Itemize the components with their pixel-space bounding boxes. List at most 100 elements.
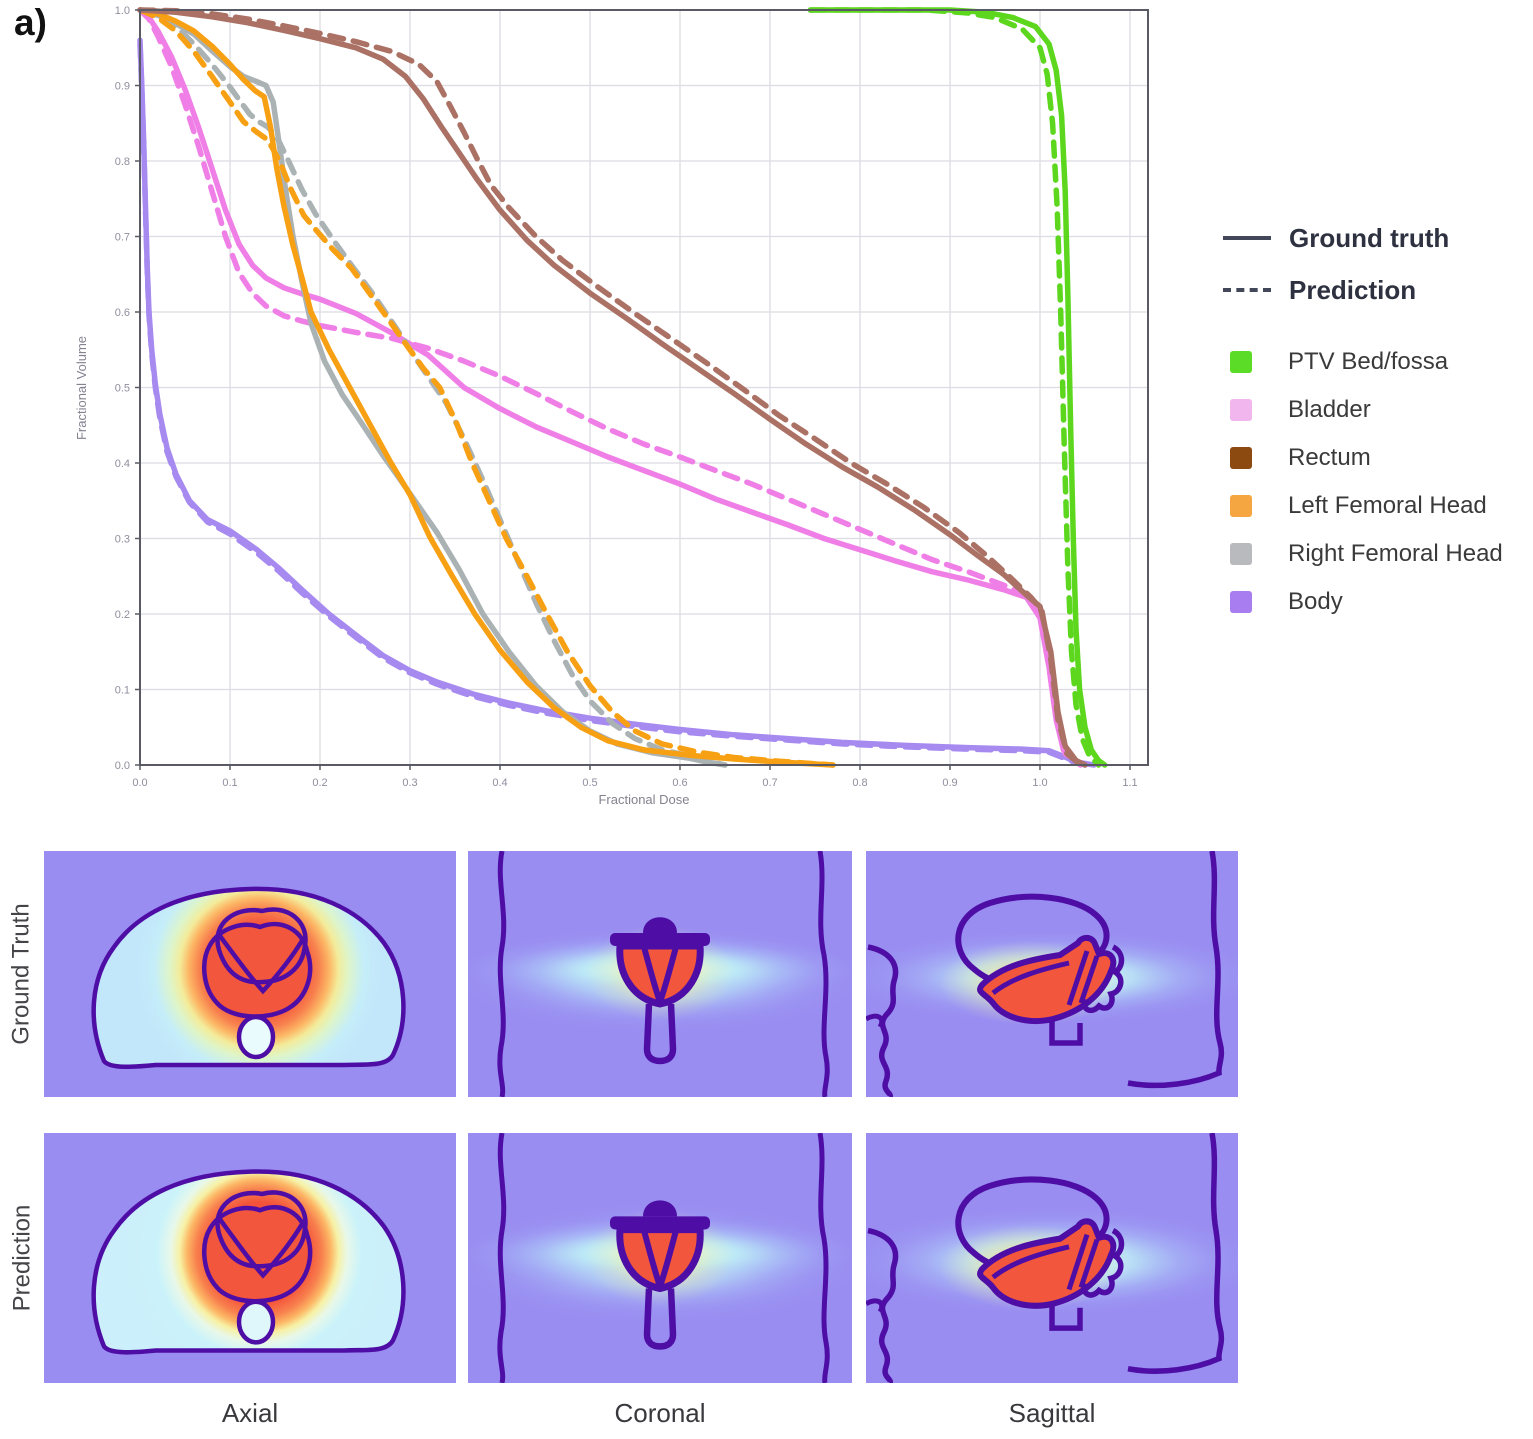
- body-contour-left: [867, 944, 899, 1097]
- urethra-contour: [643, 1003, 677, 1065]
- body-contour-left: [497, 851, 507, 1097]
- legend-item-left-femoral-head: Left Femoral Head: [1205, 482, 1533, 530]
- legend-item-label: Right Femoral Head: [1288, 540, 1503, 567]
- color-swatch-icon: [1230, 447, 1252, 469]
- y-tick-label: 0.2: [115, 609, 130, 621]
- legend-item-rectum: Rectum: [1205, 434, 1533, 482]
- col-label-axial: Axial: [221, 1398, 279, 1428]
- panel-sagittal-prediction: [866, 1133, 1238, 1383]
- color-swatch-icon: [1230, 543, 1252, 565]
- legend-item-label: PTV Bed/fossa: [1288, 348, 1449, 375]
- series-left-femoral-head-dashed: [137, 7, 836, 768]
- overlap-contour: [1066, 1233, 1100, 1291]
- panel-axial-prediction: [44, 1133, 456, 1383]
- row-label-text: Prediction: [8, 1204, 36, 1312]
- color-swatch-icon: [1230, 495, 1252, 517]
- body-contour-left-spur: [866, 1013, 885, 1029]
- x-tick-label: 0.6: [672, 777, 687, 789]
- ptv-contour: [616, 942, 704, 1008]
- x-tick-label: 0.4: [492, 777, 507, 789]
- y-tick-label: 0.9: [115, 81, 130, 93]
- legend-item-label: Bladder: [1288, 396, 1371, 423]
- body-contour-right: [817, 851, 830, 1097]
- body-contour-right: [1127, 1133, 1225, 1374]
- panel-sagittal-ground-truth: [866, 851, 1238, 1097]
- legend-structure-list: PTV Bed/fossa Bladder Rectum Left Femoral H…: [1205, 338, 1533, 626]
- y-tick-label: 0.6: [115, 307, 130, 319]
- ptv-rim-contour: [610, 933, 710, 946]
- dvh-ticks: 0.0 0.1 0.2 0.3 0.4 0.5 0.6 0.7 0.8 0.9 1.0 1.1 0.0 0…: [115, 5, 1138, 789]
- figure-label: a): [14, 2, 47, 43]
- col-label-sagittal: Sagittal: [1008, 1398, 1096, 1428]
- series-bladder-solid: [137, 7, 1088, 768]
- legend-item-bladder: Bladder: [1205, 386, 1533, 434]
- series-bladder-dashed: [137, 7, 1084, 768]
- dvh-chart: 0.0 0.1 0.2 0.3 0.4 0.5 0.6 0.7 0.8 0.9 1.0 1.1 0.0 0…: [74, 5, 1149, 807]
- overlap-contour: [218, 934, 305, 995]
- legend-item-label: Rectum: [1288, 444, 1371, 471]
- rectum-contour: [1081, 1228, 1125, 1298]
- ptv-contour: [616, 1225, 704, 1293]
- body-contour-left: [497, 1133, 507, 1383]
- overlap-contour: [641, 946, 679, 1004]
- x-tick-label: 1.1: [1122, 777, 1137, 789]
- rectum-contour: [236, 1014, 276, 1060]
- x-tick-label: 0.7: [762, 777, 777, 789]
- y-tick-label: 0.3: [115, 534, 130, 546]
- x-tick-label: 0.0: [132, 777, 147, 789]
- y-axis-label: Fractional Volume: [74, 336, 89, 440]
- ptv-rim-contour: [610, 1216, 710, 1230]
- y-tick-label: 0.4: [115, 458, 130, 470]
- y-tick-label: 0.5: [115, 383, 130, 395]
- series-rectum-dashed: [137, 7, 1084, 768]
- x-tick-label: 0.8: [852, 777, 867, 789]
- overlap-contour: [641, 1229, 679, 1288]
- anal-canal-contour: [1049, 1305, 1083, 1331]
- rectum-contour: [236, 1299, 276, 1345]
- series-left-femoral-head-solid: [137, 7, 836, 768]
- x-tick-label: 0.9: [942, 777, 957, 789]
- body-contour-left: [867, 1227, 899, 1383]
- overlap-contour: [1066, 950, 1100, 1006]
- dashed-line-sample-icon: [1223, 288, 1271, 292]
- bladder-contour: [215, 1190, 308, 1269]
- y-tick-label: 1.0: [115, 5, 130, 17]
- legend-item-right-femoral-head: Right Femoral Head: [1205, 530, 1533, 578]
- rectum-contour: [1081, 944, 1125, 1014]
- x-axis-label: Fractional Dose: [598, 792, 689, 807]
- x-tick-label: 0.5: [582, 777, 597, 789]
- row-label-ground-truth: Ground Truth: [0, 851, 44, 1097]
- body-contour: [91, 1169, 406, 1355]
- dvh-series: [137, 7, 1108, 768]
- panel-coronal-ground-truth: [468, 851, 852, 1097]
- legend-item-label: Body: [1288, 588, 1343, 615]
- y-tick-label: 0.8: [115, 156, 130, 168]
- urethra-contour: [643, 1288, 677, 1350]
- color-swatch-icon: [1230, 351, 1252, 373]
- legend-linestyle-solid: Ground truth: [1205, 212, 1533, 264]
- y-tick-label: 0.0: [115, 760, 130, 772]
- bladder-contour: [215, 907, 308, 985]
- series-body-dashed: [137, 41, 1095, 768]
- body-contour-right: [1127, 851, 1225, 1089]
- panel-coronal-prediction: [468, 1133, 852, 1383]
- row-label-text: Ground Truth: [8, 903, 36, 1045]
- body-contour-right: [817, 1133, 830, 1383]
- legend-linestyle-dashed: Prediction: [1205, 264, 1533, 316]
- bladder-contour: [643, 1200, 677, 1217]
- anal-canal-contour: [1049, 1021, 1083, 1046]
- col-label-coronal: Coronal: [614, 1398, 706, 1428]
- color-swatch-icon: [1230, 399, 1252, 421]
- legend-item-label: Left Femoral Head: [1288, 492, 1487, 519]
- y-tick-label: 0.7: [115, 232, 130, 244]
- bladder-contour: [643, 917, 677, 933]
- legend-item-ptv-bed-fossa: PTV Bed/fossa: [1205, 338, 1533, 386]
- x-tick-label: 0.3: [402, 777, 417, 789]
- series-ptv-bed-fossa-dashed: [807, 7, 1102, 768]
- x-tick-label: 1.0: [1032, 777, 1047, 789]
- ctv-contour: [991, 960, 1070, 995]
- color-swatch-icon: [1230, 591, 1252, 613]
- x-tick-label: 0.1: [222, 777, 237, 789]
- ctv-contour: [991, 1244, 1070, 1280]
